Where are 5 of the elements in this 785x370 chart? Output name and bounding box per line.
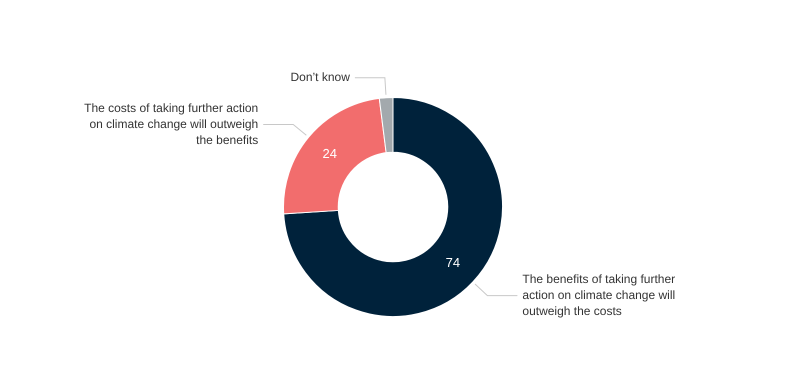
slice-label: The costs of taking further action on climate change will outweigh the benefits [84, 100, 258, 147]
slice-label: Don’t know [290, 70, 350, 84]
data-label: 74 [446, 254, 460, 270]
data-label: 24 [322, 146, 337, 162]
slice-label: The benefits of taking further action on climate change will outweigh the costs [522, 272, 676, 318]
